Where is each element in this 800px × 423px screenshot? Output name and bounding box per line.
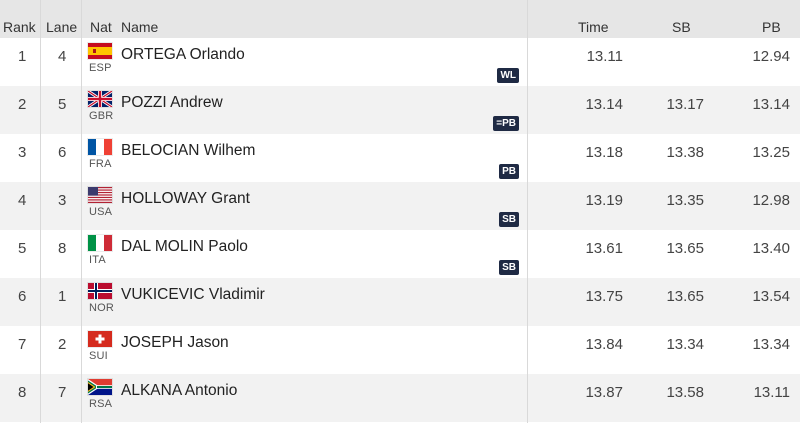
table-row[interactable]: 4 3 USA HOLLOWAY Grant SB 13.19 13.35 12.98	[0, 182, 800, 230]
pb-cell: 12.94	[752, 48, 790, 65]
athlete-name[interactable]: BELOCIAN Wilhem	[121, 142, 256, 159]
time-cell: 13.61	[585, 240, 623, 257]
athlete-name[interactable]: DAL MOLIN Paolo	[121, 238, 248, 255]
pb-cell: 13.14	[752, 96, 790, 113]
nat-code: RSA	[89, 398, 113, 410]
sb-cell: 13.58	[666, 384, 704, 401]
athlete-name[interactable]: HOLLOWAY Grant	[121, 190, 250, 207]
athlete-name[interactable]: ALKANA Antonio	[121, 382, 238, 399]
time-cell: 13.11	[586, 48, 623, 65]
lane-cell: 2	[58, 336, 67, 353]
table-row[interactable]: 2 5 GBR POZZI Andrew =PB 13.14 13.17 13.14	[0, 86, 800, 134]
time-cell: 13.14	[585, 96, 623, 113]
spain-flag-icon	[88, 43, 112, 59]
uk-flag-icon	[88, 91, 112, 107]
time-cell: 13.18	[585, 144, 623, 161]
norway-flag-icon	[88, 283, 112, 299]
record-badge: =PB	[493, 116, 519, 131]
col-pb-header: PB	[762, 19, 781, 35]
col-nat-header: Nat	[90, 19, 112, 35]
pb-cell: 12.98	[752, 192, 790, 209]
lane-cell: 5	[58, 96, 67, 113]
column-divider	[81, 0, 82, 423]
france-flag-icon	[88, 139, 112, 155]
rank-cell: 5	[18, 240, 27, 257]
nat-code: ESP	[89, 62, 112, 74]
sb-cell: 13.38	[666, 144, 704, 161]
record-badge: PB	[499, 164, 519, 179]
table-row[interactable]: 7 2 SUI JOSEPH Jason 13.84 13.34 13.34	[0, 326, 800, 374]
italy-flag-icon	[88, 235, 112, 251]
pb-cell: 13.34	[752, 336, 790, 353]
south-africa-flag-icon	[88, 379, 112, 395]
rank-cell: 3	[18, 144, 27, 161]
lane-cell: 6	[58, 144, 67, 161]
pb-cell: 13.25	[752, 144, 790, 161]
column-divider	[527, 0, 528, 423]
table-row[interactable]: 3 6 FRA BELOCIAN Wilhem PB 13.18 13.38 13.25	[0, 134, 800, 182]
rank-cell: 8	[18, 384, 27, 401]
table-row[interactable]: 1 4 ESP ORTEGA Orlando WL 13.11 12.94	[0, 38, 800, 86]
record-badge: WL	[497, 68, 519, 83]
lane-cell: 7	[58, 384, 67, 401]
table-row[interactable]: 6 1 NOR VUKICEVIC Vladimir 13.75 13.65 13.54	[0, 278, 800, 326]
nat-code: FRA	[89, 158, 112, 170]
sb-cell: 13.65	[666, 240, 704, 257]
rank-cell: 1	[18, 48, 27, 65]
col-rank-header: Rank	[3, 19, 36, 35]
col-time-header: Time	[578, 19, 609, 35]
athlete-name[interactable]: JOSEPH Jason	[121, 334, 229, 351]
pb-cell: 13.11	[753, 384, 790, 401]
time-cell: 13.87	[585, 384, 623, 401]
nat-code: GBR	[89, 110, 114, 122]
nat-code: ITA	[89, 254, 106, 266]
nat-code: NOR	[89, 302, 115, 314]
athlete-name[interactable]: POZZI Andrew	[121, 94, 223, 111]
time-cell: 13.75	[585, 288, 623, 305]
nat-code: USA	[89, 206, 113, 218]
sb-cell: 13.17	[666, 96, 704, 113]
col-sb-header: SB	[672, 19, 691, 35]
time-cell: 13.19	[585, 192, 623, 209]
athlete-name[interactable]: ORTEGA Orlando	[121, 46, 245, 63]
pb-cell: 13.54	[752, 288, 790, 305]
lane-cell: 3	[58, 192, 67, 209]
lane-cell: 8	[58, 240, 67, 257]
table-header: Rank Lane Nat Name Time SB PB	[0, 0, 800, 38]
sb-cell: 13.35	[666, 192, 704, 209]
sb-cell: 13.34	[666, 336, 704, 353]
column-divider	[40, 0, 41, 423]
sb-cell: 13.65	[666, 288, 704, 305]
switzerland-flag-icon	[88, 331, 112, 347]
record-badge: SB	[499, 260, 519, 275]
lane-cell: 1	[58, 288, 67, 305]
table-row[interactable]: 8 7 RSA ALKANA Antonio 13.87 13.58 13.11	[0, 374, 800, 422]
usa-flag-icon	[88, 187, 112, 203]
lane-cell: 4	[58, 48, 67, 65]
rank-cell: 7	[18, 336, 27, 353]
rank-cell: 4	[18, 192, 27, 209]
pb-cell: 13.40	[752, 240, 790, 257]
record-badge: SB	[499, 212, 519, 227]
time-cell: 13.84	[585, 336, 623, 353]
rank-cell: 2	[18, 96, 27, 113]
athlete-name[interactable]: VUKICEVIC Vladimir	[121, 286, 265, 303]
col-lane-header: Lane	[46, 19, 78, 35]
nat-code: SUI	[89, 350, 108, 362]
table-row[interactable]: 5 8 ITA DAL MOLIN Paolo SB 13.61 13.65 13.40	[0, 230, 800, 278]
col-name-header: Name	[121, 19, 159, 35]
rank-cell: 6	[18, 288, 27, 305]
